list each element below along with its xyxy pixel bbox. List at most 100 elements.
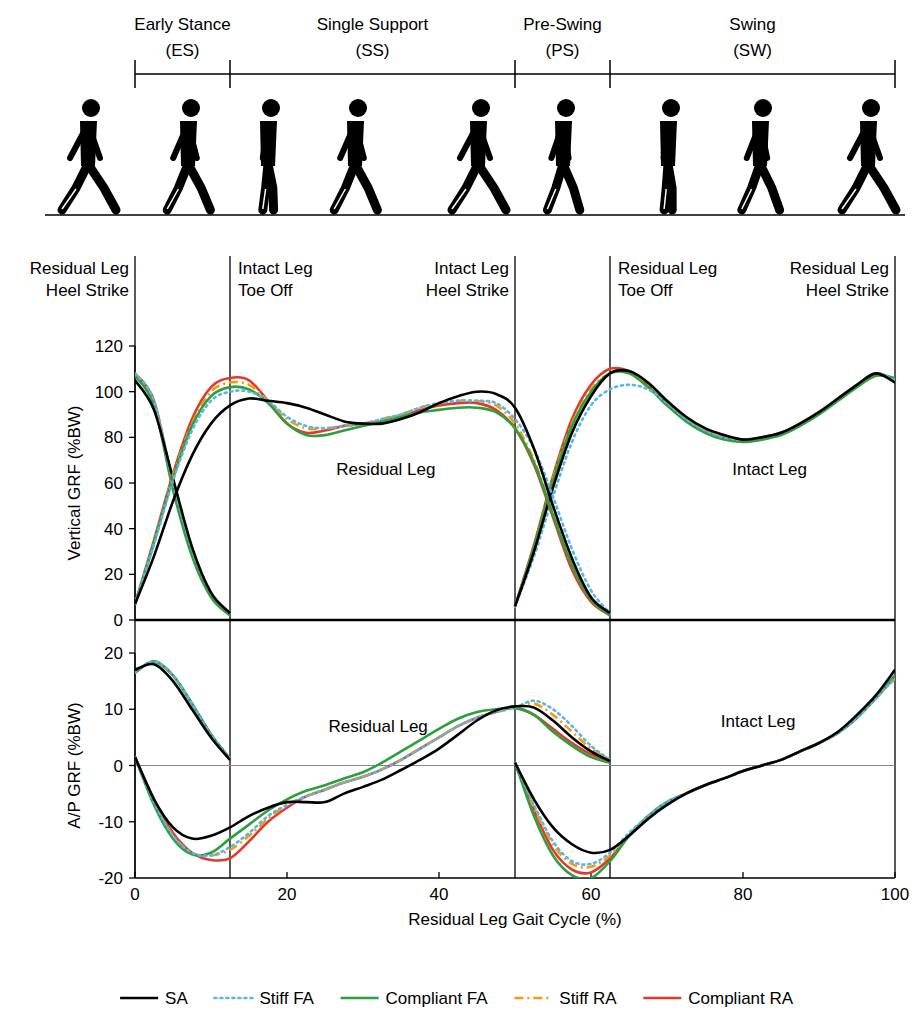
legend-item: Compliant RA	[643, 989, 794, 1008]
legend-label: SA	[165, 989, 188, 1008]
leg-annotation: Residual Leg	[336, 460, 435, 479]
series-line	[135, 661, 895, 867]
series-line	[135, 706, 610, 839]
event-label: Intact LegToe Off	[238, 259, 313, 300]
phase-label: Early Stance(ES)	[134, 15, 230, 60]
series-line	[135, 387, 610, 616]
series-line	[135, 368, 895, 613]
y-tick-label: 20	[104, 565, 123, 584]
figure-leg	[842, 164, 868, 210]
leg-annotation: Intact Leg	[721, 712, 796, 731]
series-line	[135, 661, 895, 878]
figure-leg	[664, 164, 668, 210]
walker-figure	[842, 99, 896, 210]
walker-figure	[660, 99, 680, 210]
phase-boundary	[514, 60, 516, 88]
legend-label: Compliant RA	[688, 989, 794, 1008]
y-tick-label: 60	[104, 474, 123, 493]
figure-root: Early Stance(ES)Single Support(SS)Pre-Sw…	[0, 0, 914, 1019]
figure-prosthesis	[742, 189, 752, 209]
figure-arm	[340, 124, 355, 158]
figure-prosthesis	[547, 189, 555, 209]
figure-prosthesis	[263, 189, 266, 209]
phase-label: Single Support(SS)	[317, 15, 429, 60]
event-label: Residual LegToe Off	[618, 259, 717, 300]
legend-label: Compliant FA	[386, 989, 489, 1008]
figure-leg	[263, 164, 268, 210]
figure-leg	[742, 164, 760, 210]
y-tick	[129, 574, 135, 575]
legend-item: Stiff FA	[214, 989, 314, 1008]
figure-torso	[260, 121, 277, 166]
walker-figure	[452, 99, 506, 210]
y-tick-label: 0	[114, 757, 123, 776]
y-tick-label: 10	[104, 700, 123, 719]
walker-figure	[167, 99, 210, 210]
figure-prosthesis	[62, 189, 76, 209]
series-line	[135, 392, 610, 614]
figure-arm	[868, 124, 880, 158]
leg-annotation: Intact Leg	[732, 460, 807, 479]
y-axis-title: Vertical GRF (%BW)	[65, 406, 84, 561]
figure-leg	[478, 164, 506, 210]
y-axis-title: A/P GRF (%BW)	[65, 702, 84, 828]
figure-prosthesis	[167, 189, 178, 209]
figure-leg	[188, 164, 210, 210]
phase-label: Swing(SW)	[729, 15, 775, 60]
series-line	[135, 370, 895, 613]
legend-swatch	[120, 997, 158, 1000]
figure-head	[82, 99, 100, 117]
figure-leg	[452, 164, 478, 210]
series-line	[135, 377, 610, 615]
event-line	[134, 256, 135, 878]
x-axis-line	[135, 877, 895, 879]
event-line	[609, 256, 610, 878]
legend-item: SA	[120, 989, 188, 1008]
figure-arm	[263, 124, 268, 158]
figure-arm	[850, 124, 868, 158]
figure-head	[862, 99, 880, 117]
figure-arm	[188, 124, 197, 158]
figure-arm	[747, 124, 760, 158]
y-tick-label: 100	[95, 383, 123, 402]
series-line	[135, 391, 610, 614]
figure-prosthesis	[452, 189, 466, 209]
figure-head	[472, 99, 490, 117]
plot-lines	[135, 661, 895, 878]
figure-head	[754, 99, 772, 117]
phase-boundary	[134, 60, 136, 88]
y-tick	[129, 619, 135, 620]
x-axis-title: Residual Leg Gait Cycle (%)	[408, 910, 622, 929]
walker-figure	[547, 99, 579, 210]
figure-arm	[70, 124, 88, 158]
x-tick-label: 80	[734, 885, 753, 904]
figure-arm	[173, 124, 188, 158]
legend-item: Stiff RA	[514, 989, 617, 1008]
y-tick	[129, 345, 135, 346]
x-tick-label: 100	[881, 885, 909, 904]
y-tick	[129, 877, 135, 878]
x-tick-label: 40	[430, 885, 449, 904]
y-tick	[129, 709, 135, 710]
legend-label: Stiff FA	[259, 989, 314, 1008]
legend-swatch	[514, 997, 552, 1000]
figure-prosthesis	[842, 189, 856, 209]
figure-arm	[460, 124, 478, 158]
phase-boundary	[609, 60, 611, 88]
event-line	[894, 256, 895, 878]
y-tick	[129, 765, 135, 766]
figure-leg	[868, 164, 896, 210]
series-line	[135, 370, 895, 613]
figure-arm	[88, 124, 100, 158]
x-tick	[742, 872, 743, 878]
y-tick	[129, 652, 135, 653]
figure-torso	[660, 121, 677, 166]
walker-figure	[334, 99, 377, 210]
figure-head	[662, 99, 680, 117]
walker-figure	[260, 99, 280, 210]
plot-lines	[135, 368, 895, 616]
walker-figure	[62, 99, 116, 210]
y-tick-label: -10	[98, 813, 123, 832]
figure-leg	[547, 164, 563, 210]
leg-annotation: Residual Leg	[329, 717, 428, 736]
